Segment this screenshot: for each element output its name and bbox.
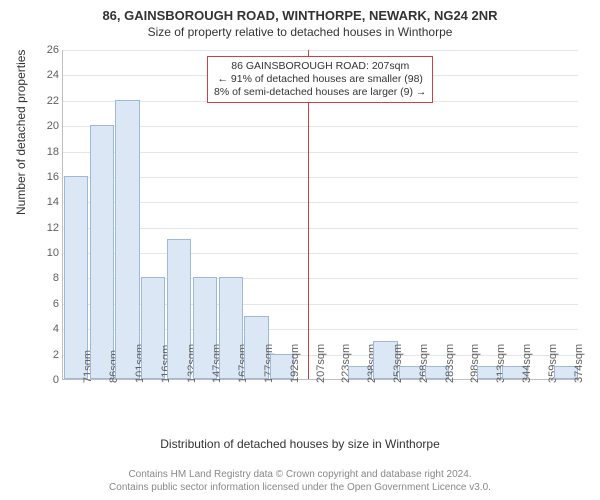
plot-area: 0246810121416182022242671sqm86sqm101sqm1… xyxy=(62,50,578,380)
gridline xyxy=(63,228,578,229)
page-title: 86, GAINSBOROUGH ROAD, WINTHORPE, NEWARK… xyxy=(0,0,600,23)
y-tick-label: 18 xyxy=(35,146,59,158)
y-tick-label: 24 xyxy=(35,69,59,81)
y-tick-label: 0 xyxy=(35,374,59,386)
bar xyxy=(90,125,114,379)
gridline xyxy=(63,126,578,127)
x-axis-label: Distribution of detached houses by size … xyxy=(0,437,600,451)
gridline xyxy=(63,152,578,153)
callout-line-1: 86 GAINSBOROUGH ROAD: 207sqm xyxy=(214,60,426,73)
y-tick-label: 22 xyxy=(35,95,59,107)
y-tick-label: 16 xyxy=(35,171,59,183)
y-tick-label: 8 xyxy=(35,272,59,284)
footer-line-1: Contains HM Land Registry data © Crown c… xyxy=(0,468,600,481)
gridline xyxy=(63,253,578,254)
page-subtitle: Size of property relative to detached ho… xyxy=(0,23,600,39)
footer: Contains HM Land Registry data © Crown c… xyxy=(0,468,600,494)
gridline xyxy=(63,177,578,178)
y-tick-label: 6 xyxy=(35,298,59,310)
footer-line-2: Contains public sector information licen… xyxy=(0,481,600,494)
gridline xyxy=(63,202,578,203)
y-tick-label: 20 xyxy=(35,120,59,132)
x-tick-label: 192sqm xyxy=(289,344,301,383)
y-tick-label: 12 xyxy=(35,222,59,234)
y-tick-label: 14 xyxy=(35,196,59,208)
y-tick-label: 10 xyxy=(35,247,59,259)
gridline xyxy=(63,50,578,51)
chart-container: 86, GAINSBOROUGH ROAD, WINTHORPE, NEWARK… xyxy=(0,0,600,500)
x-tick-label: 283sqm xyxy=(444,344,456,383)
y-tick-label: 26 xyxy=(35,44,59,56)
y-tick-label: 2 xyxy=(35,349,59,361)
y-axis-label: Number of detached properties xyxy=(14,50,28,215)
x-tick-label: 207sqm xyxy=(315,344,327,383)
bar xyxy=(115,100,139,379)
bar xyxy=(64,176,88,379)
x-tick-label: 344sqm xyxy=(521,344,533,383)
callout-line-2: ← 91% of detached houses are smaller (98… xyxy=(214,73,426,86)
y-tick-label: 4 xyxy=(35,323,59,335)
x-tick-label: 374sqm xyxy=(573,344,585,383)
callout-line-3: 8% of semi-detached houses are larger (9… xyxy=(214,86,426,99)
callout-box: 86 GAINSBOROUGH ROAD: 207sqm ← 91% of de… xyxy=(207,56,433,103)
